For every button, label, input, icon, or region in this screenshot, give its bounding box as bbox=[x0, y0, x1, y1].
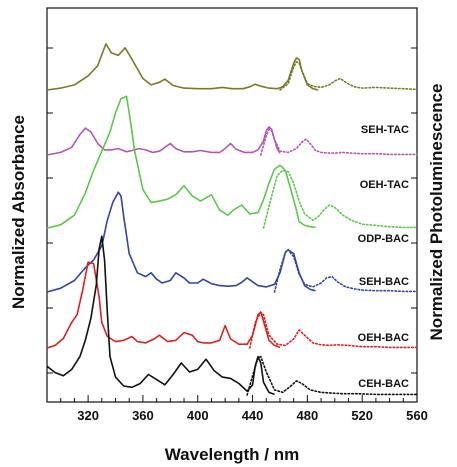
y-axis-title-right: Normalized Photoluminescence bbox=[427, 84, 446, 341]
plot-frame bbox=[46, 7, 418, 403]
photoluminescence-line-odp-bac bbox=[262, 169, 418, 229]
x-tick-label: 400 bbox=[187, 408, 209, 423]
x-tick-label: 560 bbox=[406, 408, 428, 423]
axes: 320 360 400 440 480 520 560 bbox=[46, 7, 428, 423]
absorbance-line-seh-tac bbox=[46, 43, 319, 91]
photoluminescence-line-ceh-bac bbox=[246, 355, 418, 396]
x-tick-label: 520 bbox=[351, 408, 373, 423]
absorbance-line-ceh-bac bbox=[46, 235, 275, 396]
x-tick-label: 360 bbox=[132, 408, 154, 423]
photoluminescence-line-seh-bac bbox=[273, 248, 418, 293]
series-group bbox=[46, 43, 418, 396]
series-label-odp-bac: ODP-BAC bbox=[358, 233, 409, 245]
x-tick-label: 480 bbox=[297, 408, 319, 423]
series-label-seh-bac: SEH-BAC bbox=[359, 276, 409, 288]
labels: SEH-TAC OEH-TAC ODP-BAC SEH-BAC OEH-BAC CEH-B… bbox=[358, 124, 409, 390]
absorbance-line-oeh-bac bbox=[46, 261, 281, 349]
series-label-seh-tac: SEH-TAC bbox=[361, 124, 409, 136]
photoluminescence-line-seh-tac bbox=[279, 60, 418, 91]
series-label-oeh-tac: OEH-TAC bbox=[360, 179, 409, 191]
y-axis-title-left: Normalized Absorbance bbox=[9, 115, 28, 309]
x-tick-label: 320 bbox=[77, 408, 99, 423]
photoluminescence-line-oeh-bac bbox=[249, 310, 418, 349]
absorbance-line-odp-bac bbox=[46, 95, 316, 229]
absorbance-line-oeh-tac bbox=[46, 126, 281, 156]
photoluminescence-line-oeh-tac bbox=[260, 128, 418, 156]
absorbance-line-seh-bac bbox=[46, 191, 316, 293]
series-label-oeh-bac: OEH-BAC bbox=[358, 332, 409, 344]
series-label-ceh-bac: CEH-BAC bbox=[358, 378, 409, 390]
x-tick-label: 440 bbox=[242, 408, 264, 423]
x-axis-title: Wavelength / nm bbox=[165, 445, 299, 464]
